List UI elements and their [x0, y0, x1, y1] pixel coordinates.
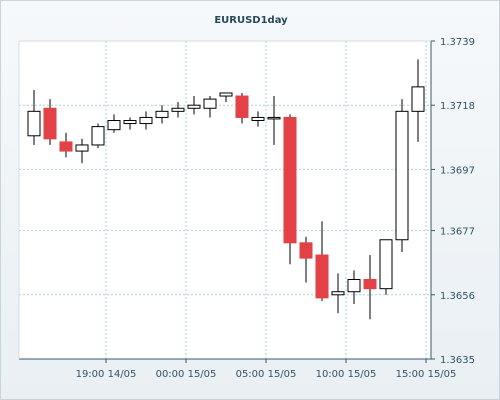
- y-tick-label: 1.3739: [440, 37, 475, 48]
- candle: [203, 96, 217, 118]
- candle-body: [331, 291, 345, 296]
- candle: [219, 92, 233, 103]
- candle-body: [283, 116, 297, 244]
- candle: [299, 236, 313, 283]
- y-tick-label: 1.3677: [440, 227, 475, 238]
- candle: [283, 114, 297, 265]
- grid-lines: [19, 40, 431, 360]
- y-tick-label: 1.3718: [440, 101, 475, 112]
- candle-body: [347, 279, 361, 293]
- plot-area: [19, 41, 431, 359]
- candle: [107, 114, 121, 133]
- candle-body: [299, 242, 313, 259]
- candle: [59, 132, 73, 158]
- candle-body: [235, 95, 249, 118]
- candle: [267, 96, 281, 145]
- candle-body: [107, 120, 121, 131]
- axes: [18, 40, 432, 360]
- candle: [155, 105, 169, 124]
- x-axis-ticks: 19:00 14/05 00:00 15/05 05:00 15/05 10:00 1…: [76, 359, 457, 380]
- y-axis-ticks: 1.3739 1.3718 1.3697 1.3677 1.3656 1.3635: [431, 37, 475, 366]
- candle: [235, 92, 249, 124]
- candle: [251, 111, 265, 127]
- candle-body: [123, 120, 137, 125]
- candle: [43, 99, 57, 145]
- candle-body: [267, 116, 281, 120]
- candle: [75, 138, 89, 164]
- candle-body: [27, 110, 41, 137]
- candle-body: [187, 104, 201, 109]
- candle: [27, 89, 41, 145]
- candle: [123, 117, 137, 130]
- candle-body: [171, 107, 185, 112]
- y-tick-label: 1.3656: [440, 291, 475, 302]
- candle-body: [251, 116, 265, 121]
- candle-body: [219, 92, 233, 97]
- y-tick-label: 1.3635: [440, 355, 475, 366]
- candle: [363, 255, 377, 320]
- candle-body: [139, 116, 153, 125]
- chart-title: EURUSD1day: [214, 15, 288, 26]
- candle-body: [43, 107, 57, 140]
- candle: [171, 102, 185, 118]
- candle-body: [411, 86, 425, 112]
- x-tick-label: 05:00 15/05: [236, 369, 297, 380]
- candle-body: [379, 239, 393, 290]
- candle: [331, 273, 345, 314]
- candle: [91, 123, 105, 149]
- candle-body: [59, 141, 73, 152]
- candle: [395, 99, 409, 252]
- candle: [379, 239, 393, 295]
- candle-body: [315, 254, 329, 299]
- candle: [347, 270, 361, 304]
- x-tick-label: 00:00 15/05: [156, 369, 217, 380]
- y-tick-label: 1.3697: [440, 165, 475, 176]
- candle-body: [91, 126, 105, 146]
- candle-body: [155, 110, 169, 118]
- candle: [315, 221, 329, 301]
- candle-body: [395, 110, 409, 241]
- x-tick-label: 19:00 14/05: [76, 369, 137, 380]
- candle-body: [363, 279, 377, 290]
- x-tick-label: 15:00 15/05: [396, 369, 457, 380]
- candle: [411, 59, 425, 142]
- x-tick-label: 10:00 15/05: [316, 369, 377, 380]
- candle-series: [27, 59, 425, 320]
- candle-body: [75, 144, 89, 152]
- candle: [139, 111, 153, 130]
- candle-body: [203, 98, 217, 109]
- candle: [187, 96, 201, 115]
